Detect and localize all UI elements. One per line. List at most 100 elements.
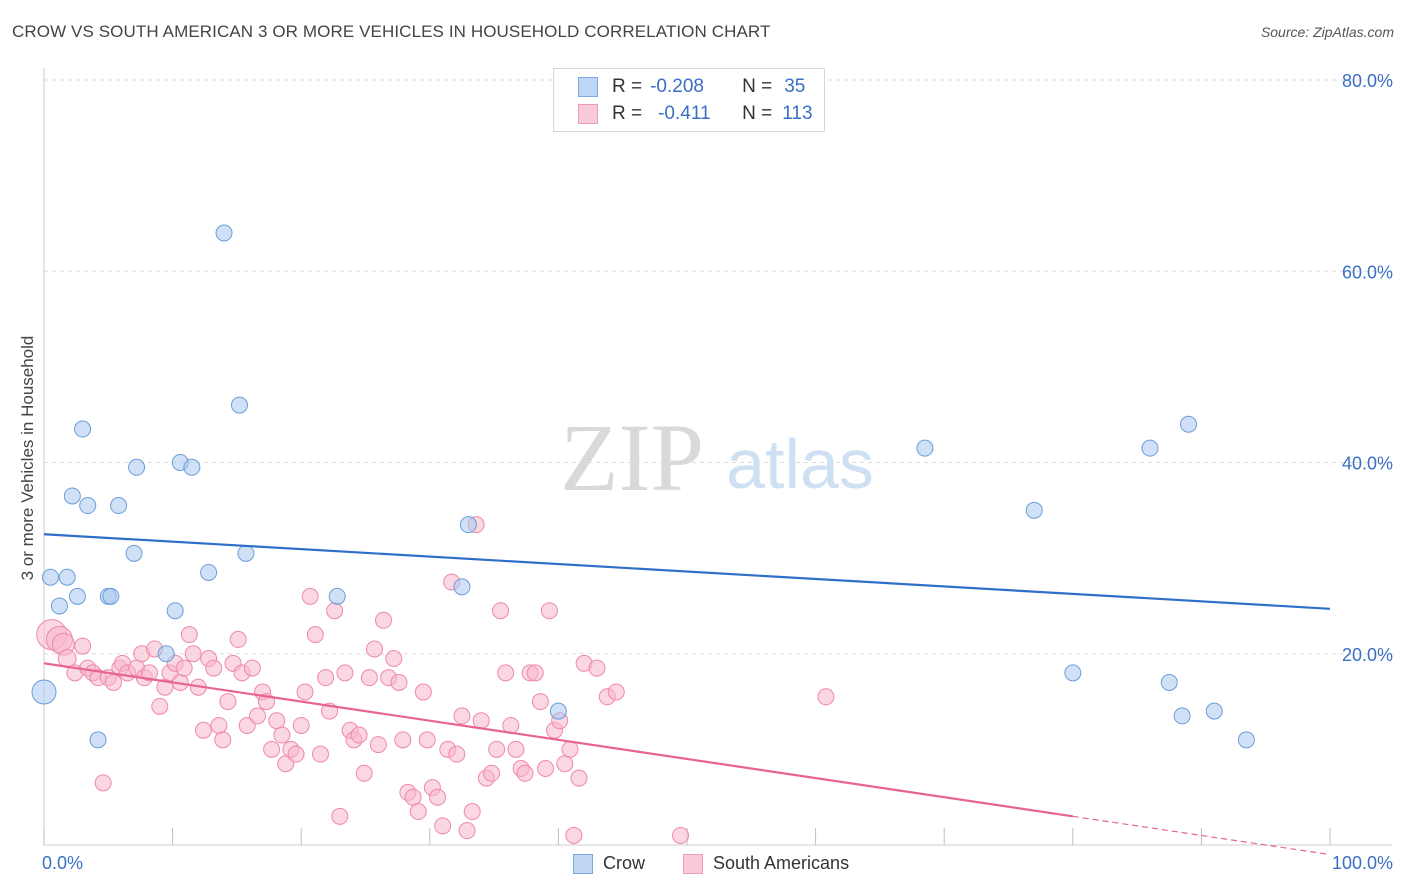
legend-row-crow: R = -0.208 N = 35: [578, 76, 805, 98]
south-americans-point: [366, 640, 384, 658]
south-americans-point: [492, 602, 510, 620]
south-americans-point: [74, 637, 92, 655]
south-americans-point: [375, 611, 393, 629]
crow-point: [183, 458, 201, 476]
south-americans-point: [418, 731, 436, 749]
south-americans-point: [273, 726, 291, 744]
crow-point: [50, 597, 68, 615]
south-americans-legend-swatch: [683, 853, 703, 874]
south-americans-point: [817, 688, 835, 706]
south-americans-point: [448, 745, 466, 763]
watermark-atlas: atlas: [726, 425, 874, 503]
south-americans-point: [404, 788, 422, 806]
crow-point: [1205, 702, 1223, 720]
south-americans-point: [394, 731, 412, 749]
crow-point: [102, 587, 120, 605]
south-americans-point: [556, 755, 574, 773]
crow-point: [1237, 731, 1255, 749]
south-americans-point: [263, 740, 281, 758]
south-americans-point: [184, 645, 202, 663]
chart-title: CROW VS SOUTH AMERICAN 3 OR MORE VEHICLE…: [12, 22, 771, 41]
correlation-legend: R = -0.208 N = 35 R = -0.411 N = 113: [553, 68, 825, 132]
legend-r-value: -0.208: [650, 76, 704, 97]
south-americans-point: [588, 659, 606, 677]
y-tick-label: 80.0%: [1342, 71, 1393, 91]
legend-n-label: N =: [742, 76, 773, 97]
crow-point: [453, 578, 471, 596]
crow-point: [79, 497, 97, 515]
south-americans-point: [531, 693, 549, 711]
crow-point: [215, 224, 233, 242]
south-americans-point: [570, 769, 588, 787]
legend-row-south-americans: R = -0.411 N = 113: [578, 103, 813, 125]
crow-legend-label: Crow: [603, 853, 646, 873]
south-americans-point: [385, 650, 403, 668]
south-americans-point: [472, 712, 490, 730]
south-americans-point: [180, 626, 198, 644]
south-americans-point: [194, 721, 212, 739]
south-americans-point: [390, 673, 408, 691]
south-americans-point: [140, 664, 158, 682]
crow-point: [128, 458, 146, 476]
south-americans-point: [175, 659, 193, 677]
south-americans-point: [336, 664, 354, 682]
legend-r-label: R =: [612, 103, 643, 124]
south-americans-point: [409, 803, 427, 821]
crow-point: [58, 568, 76, 586]
crow-point: [1141, 439, 1159, 457]
legend-item-south-americans[interactable]: South Americans: [683, 853, 849, 874]
south-americans-point: [537, 760, 555, 777]
crow-point: [237, 544, 255, 562]
crow-point: [1180, 415, 1198, 433]
south-americans-point: [526, 664, 544, 682]
south-americans-point: [561, 740, 579, 758]
south-americans-point: [306, 626, 324, 644]
crow-point: [459, 516, 477, 534]
south-americans-point: [243, 659, 261, 677]
crow-point: [125, 544, 143, 562]
y-axis-label: 3 or more Vehicles in Household: [18, 335, 37, 581]
south-americans-point: [311, 745, 329, 763]
y-tick-label: 20.0%: [1342, 645, 1393, 665]
south-americans-point: [214, 731, 232, 749]
crow-point: [200, 563, 218, 581]
legend-n-value: 35: [784, 76, 806, 97]
south-americans-point: [287, 745, 305, 763]
south-americans-point: [94, 774, 112, 792]
south-americans-point: [219, 693, 237, 711]
south-americans-point: [301, 587, 319, 605]
south-americans-point: [565, 826, 583, 844]
crow-point: [63, 487, 81, 505]
x-tick-label: 0.0%: [42, 853, 83, 873]
crow-point: [74, 420, 92, 438]
south-americans-point: [296, 683, 314, 701]
crow-point: [110, 497, 128, 515]
south-americans-point: [355, 764, 373, 782]
south-americans-point: [229, 630, 247, 648]
south-americans-point: [268, 712, 286, 730]
legend-n-value: 113: [782, 103, 813, 124]
south-americans-point: [458, 822, 476, 840]
crow-point: [1064, 664, 1082, 682]
south-americans-point: [434, 817, 452, 835]
watermark-zip: ZIP: [560, 404, 704, 511]
legend-r-value: -0.411: [658, 103, 711, 124]
y-tick-label: 40.0%: [1342, 454, 1393, 474]
series-legend: Crow South Americans: [0, 850, 1406, 878]
south-americans-point: [151, 697, 169, 715]
south-americans-point: [414, 683, 432, 701]
south-americans-point: [463, 803, 481, 821]
crow-point: [31, 679, 57, 705]
crow-point: [89, 731, 107, 749]
south-americans-point: [540, 602, 558, 620]
crow-point: [1173, 707, 1191, 725]
x-tick-label: 100.0%: [1332, 853, 1393, 873]
crow-point: [328, 587, 346, 605]
crow-point: [230, 396, 248, 414]
legend-item-crow[interactable]: Crow: [573, 853, 645, 874]
source-label: Source: ZipAtlas.com: [1260, 24, 1394, 40]
crow-point: [68, 587, 86, 605]
south-americans-point: [488, 740, 506, 758]
y-tick-label: 60.0%: [1342, 262, 1393, 282]
